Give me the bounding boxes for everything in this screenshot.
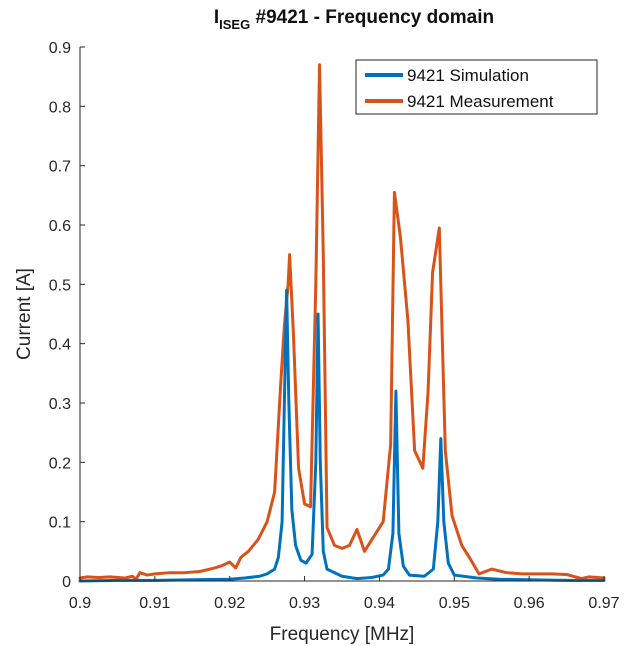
y-ticks: 0 0.1 0.2 0.3 0.4 0.5 0.6 0.7 0.8 0.9 (49, 40, 85, 591)
plot-background (80, 47, 604, 581)
x-ticks: 0.9 0.91 0.92 0.93 0.94 0.95 0.96 0.97 (69, 576, 620, 612)
x-tick-label: 0.92 (214, 595, 245, 612)
series-layer (78, 63, 606, 583)
y-tick-label: 0.4 (49, 337, 71, 354)
legend-box (355, 59, 598, 115)
y-tick-label: 0.3 (49, 396, 71, 413)
x-axis-label: Frequency [MHz] (270, 624, 415, 645)
chart-title-subscript: ISEG (219, 17, 250, 32)
x-tick-label: 0.96 (514, 595, 545, 612)
y-tick-label: 0.6 (49, 218, 71, 235)
y-tick-label: 0 (62, 574, 71, 591)
x-tick-label: 0.9 (69, 595, 91, 612)
y-tick-label: 0.7 (49, 159, 71, 176)
y-tick-label: 0.5 (49, 277, 71, 294)
series-line-simulation (78, 288, 606, 583)
legend: 9421 Simulation 9421 Measurement (355, 59, 598, 115)
y-tick-label: 0.1 (49, 515, 71, 532)
chart-title-main: I (214, 7, 219, 28)
x-tick-label: 0.95 (439, 595, 470, 612)
x-tick-label: 0.94 (364, 595, 395, 612)
y-tick-label: 0.8 (49, 99, 71, 116)
chart-title-rest: #9421 - Frequency domain (250, 7, 494, 28)
y-axis-label: Current [A] (14, 268, 35, 360)
legend-label-measurement: 9421 Measurement (407, 92, 554, 111)
plot-area: 0.9 0.91 0.92 0.93 0.94 0.95 0.96 0.97 00.10.20… (49, 40, 620, 612)
x-tick-label: 0.93 (289, 595, 320, 612)
legend-label-simulation: 9421 Simulation (407, 66, 529, 85)
x-tick-label: 0.91 (139, 595, 170, 612)
y-tick-label: 0.2 (49, 455, 71, 472)
chart-title: IISEG #9421 - Frequency domain (214, 7, 494, 32)
y-tick-label: 0.9 (49, 40, 71, 57)
x-tick-label: 0.97 (588, 595, 619, 612)
series-line-measurement (78, 63, 606, 581)
